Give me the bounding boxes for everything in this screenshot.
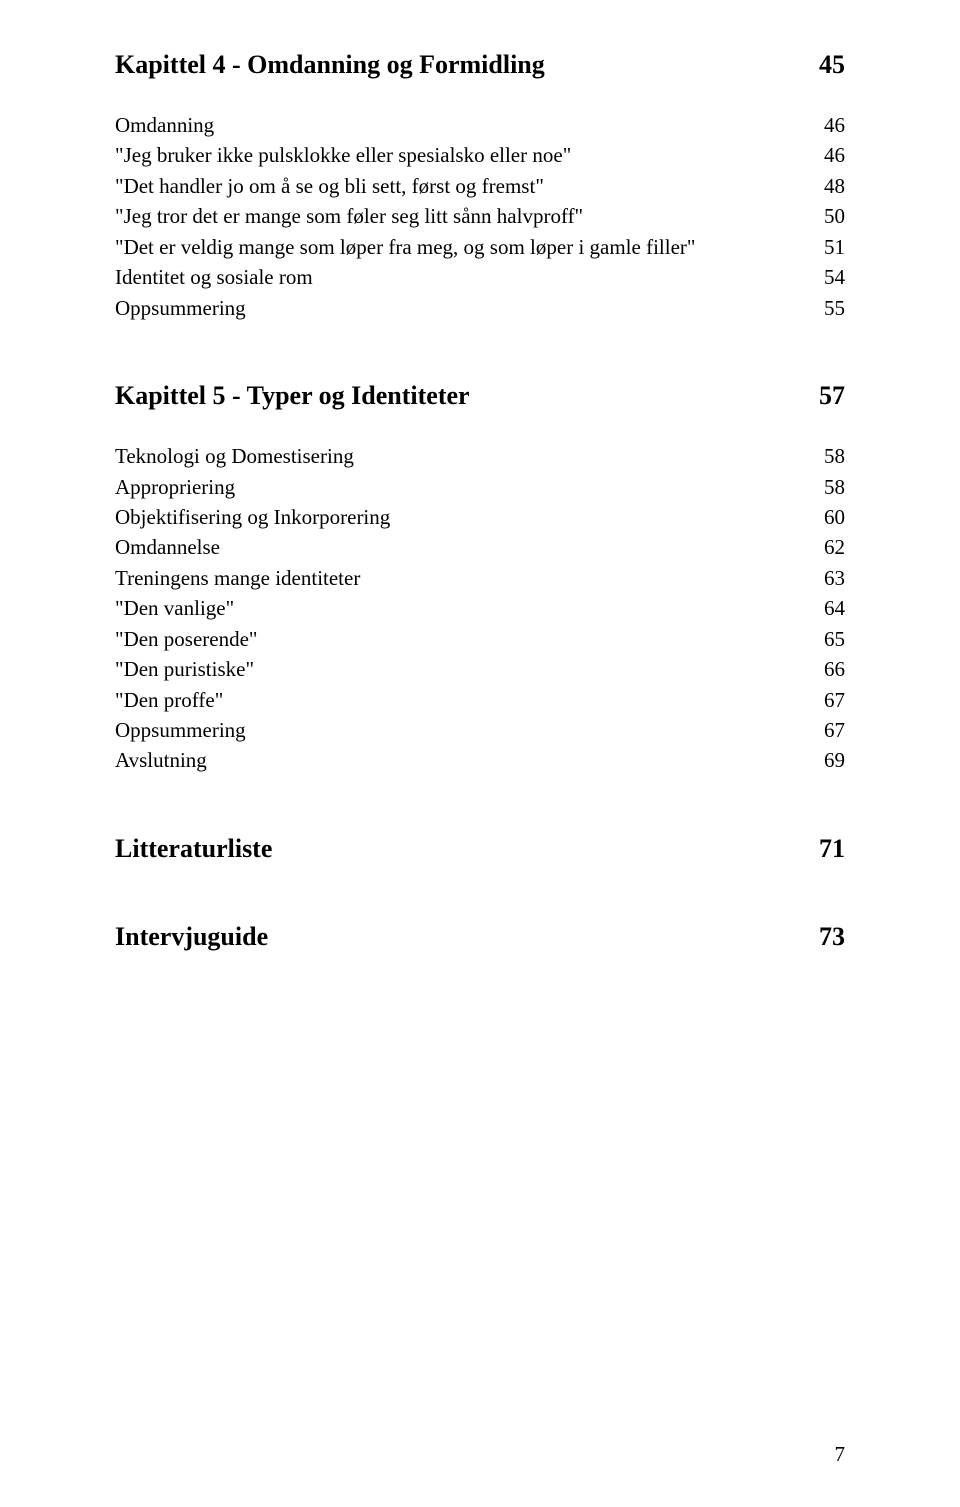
toc-entry-label: Omdanning [115,110,234,140]
toc-entry-page: 64 [824,593,845,623]
toc-entry: Avslutning 69 [115,745,845,775]
toc-entry: Omdannelse 62 [115,532,845,562]
toc-entry-page: 69 [824,745,845,775]
toc-entry-label: Appropriering [115,472,255,502]
toc-entry: "Jeg tror det er mange som føler seg lit… [115,201,845,231]
toc-entry-page: 46 [824,140,845,170]
toc-entry-page: 66 [824,654,845,684]
toc-entry: Treningens mange identiteter 63 [115,563,845,593]
toc-heading: Kapittel 5 - Typer og Identiteter [115,381,470,411]
toc-entry: "Det handler jo om å se og bli sett, før… [115,171,845,201]
toc-entry-page: 54 [824,262,845,292]
toc-section: Litteraturliste 71 [115,834,845,864]
toc-entry: Teknologi og Domestisering 58 [115,441,845,471]
toc-heading: Kapittel 4 - Omdanning og Formidling [115,50,545,80]
toc-entry-label: "Den puristiske" [115,654,274,684]
toc-entry-label: Avslutning [115,745,227,775]
toc-entry: "Den vanlige" 64 [115,593,845,623]
toc-entry: Objektifisering og Inkorporering 60 [115,502,845,532]
toc-entry-page: 67 [824,715,845,745]
toc-entry-label: Oppsummering [115,715,266,745]
toc-heading: Litteraturliste [115,834,272,864]
toc-entry: "Den puristiske" 66 [115,654,845,684]
toc-heading-page: 73 [819,922,845,952]
toc-section: Intervjuguide 73 [115,922,845,952]
toc-heading-row: Intervjuguide 73 [115,922,845,952]
toc-entry: "Den proffe" 67 [115,685,845,715]
toc-entry-page: 46 [824,110,845,140]
toc-heading-row: Litteraturliste 71 [115,834,845,864]
toc-entry-label: "Det handler jo om å se og bli sett, før… [115,171,564,201]
toc-entry-label: "Den vanlige" [115,593,254,623]
toc-entry-page: 67 [824,685,845,715]
toc-entry: "Det er veldig mange som løper fra meg, … [115,232,845,262]
toc-entry-label: Identitet og sosiale rom [115,262,333,292]
toc-entry-page: 65 [824,624,845,654]
toc-entry: Oppsummering 67 [115,715,845,745]
toc-entry-page: 55 [824,293,845,323]
toc-entry-label: "Den poserende" [115,624,278,654]
toc-entry-label: Objektifisering og Inkorporering [115,502,410,532]
toc-entry-page: 58 [824,472,845,502]
toc-section: Kapittel 4 - Omdanning og Formidling 45 … [115,50,845,323]
toc-entry-label: Teknologi og Domestisering [115,441,374,471]
toc-entry: Identitet og sosiale rom 54 [115,262,845,292]
toc-entry-page: 60 [824,502,845,532]
toc-entry-page: 50 [824,201,845,231]
toc-entry-page: 58 [824,441,845,471]
toc-entry-page: 63 [824,563,845,593]
toc-heading-page: 57 [819,381,845,411]
page-number: 7 [835,1442,846,1467]
toc-entry-label: "Det er veldig mange som løper fra meg, … [115,232,715,262]
toc-entry: Omdanning 46 [115,110,845,140]
toc-entry: Oppsummering 55 [115,293,845,323]
toc-entry-page: 62 [824,532,845,562]
toc-entry-page: 48 [824,171,845,201]
toc-section: Kapittel 5 - Typer og Identiteter 57 Tek… [115,381,845,776]
toc-entry-label: Oppsummering [115,293,266,323]
toc-entry-label: "Jeg bruker ikke pulsklokke eller spesia… [115,140,591,170]
toc-heading-row: Kapittel 4 - Omdanning og Formidling 45 [115,50,845,80]
toc-heading: Intervjuguide [115,922,268,952]
toc-entry-label: "Den proffe" [115,685,243,715]
toc-entry: Appropriering 58 [115,472,845,502]
toc-entry-label: Omdannelse [115,532,240,562]
toc-heading-row: Kapittel 5 - Typer og Identiteter 57 [115,381,845,411]
toc-entry-label: "Jeg tror det er mange som føler seg lit… [115,201,603,231]
toc-heading-page: 71 [819,834,845,864]
toc-entry: "Jeg bruker ikke pulsklokke eller spesia… [115,140,845,170]
toc-entry: "Den poserende" 65 [115,624,845,654]
toc-heading-page: 45 [819,50,845,80]
toc-entry-page: 51 [824,232,845,262]
toc-entry-label: Treningens mange identiteter [115,563,380,593]
